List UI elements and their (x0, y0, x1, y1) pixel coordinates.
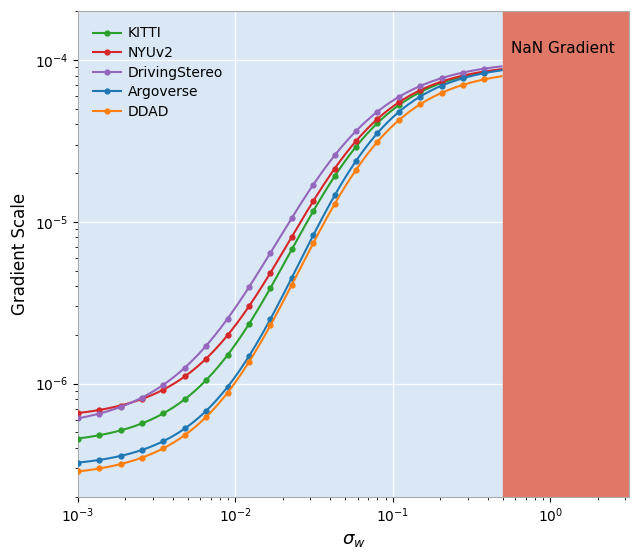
Line: DDAD: DDAD (76, 74, 504, 474)
NYUv2 (225, 330, 233, 337)
Argoverse (74, 459, 82, 466)
Y-axis label: Gradient Scale: Gradient Scale (11, 193, 29, 315)
DDAD (225, 388, 233, 394)
NYUv2 (307, 202, 314, 209)
Line: Argoverse: Argoverse (76, 68, 504, 465)
NYUv2 (205, 352, 213, 359)
DDAD (498, 73, 506, 80)
KITTI (461, 73, 468, 80)
NYUv2 (498, 66, 506, 73)
DrivingStereo (74, 415, 82, 422)
DrivingStereo (205, 339, 213, 346)
Legend: KITTI, NYUv2, DrivingStereo, Argoverse, DDAD: KITTI, NYUv2, DrivingStereo, Argoverse, … (85, 18, 232, 127)
DDAD (479, 76, 487, 83)
DDAD (205, 410, 213, 417)
Argoverse (461, 74, 468, 81)
KITTI (205, 374, 213, 380)
DDAD (461, 81, 468, 88)
Argoverse (207, 403, 214, 410)
Argoverse (498, 67, 506, 74)
DrivingStereo (225, 313, 233, 320)
Line: NYUv2: NYUv2 (76, 67, 504, 416)
NYUv2 (461, 72, 468, 78)
DrivingStereo (307, 185, 314, 192)
KITTI (207, 372, 214, 379)
Argoverse (307, 237, 314, 244)
KITTI (225, 349, 233, 356)
DDAD (74, 468, 82, 475)
KITTI (307, 213, 314, 220)
KITTI (498, 66, 506, 73)
X-axis label: $\sigma_w$: $\sigma_w$ (342, 531, 365, 549)
Argoverse (479, 70, 487, 77)
DrivingStereo (479, 66, 487, 72)
Argoverse (225, 381, 233, 388)
KITTI (479, 69, 487, 76)
KITTI (74, 435, 82, 442)
Text: NaN Gradient: NaN Gradient (511, 41, 614, 57)
DDAD (207, 409, 214, 416)
DrivingStereo (207, 337, 214, 344)
NYUv2 (207, 351, 214, 358)
NYUv2 (479, 68, 487, 75)
DDAD (307, 245, 314, 252)
DrivingStereo (461, 69, 468, 76)
Argoverse (205, 404, 213, 411)
Line: DrivingStereo: DrivingStereo (76, 64, 504, 421)
DrivingStereo (498, 63, 506, 70)
Line: KITTI: KITTI (76, 67, 504, 441)
NYUv2 (74, 410, 82, 417)
